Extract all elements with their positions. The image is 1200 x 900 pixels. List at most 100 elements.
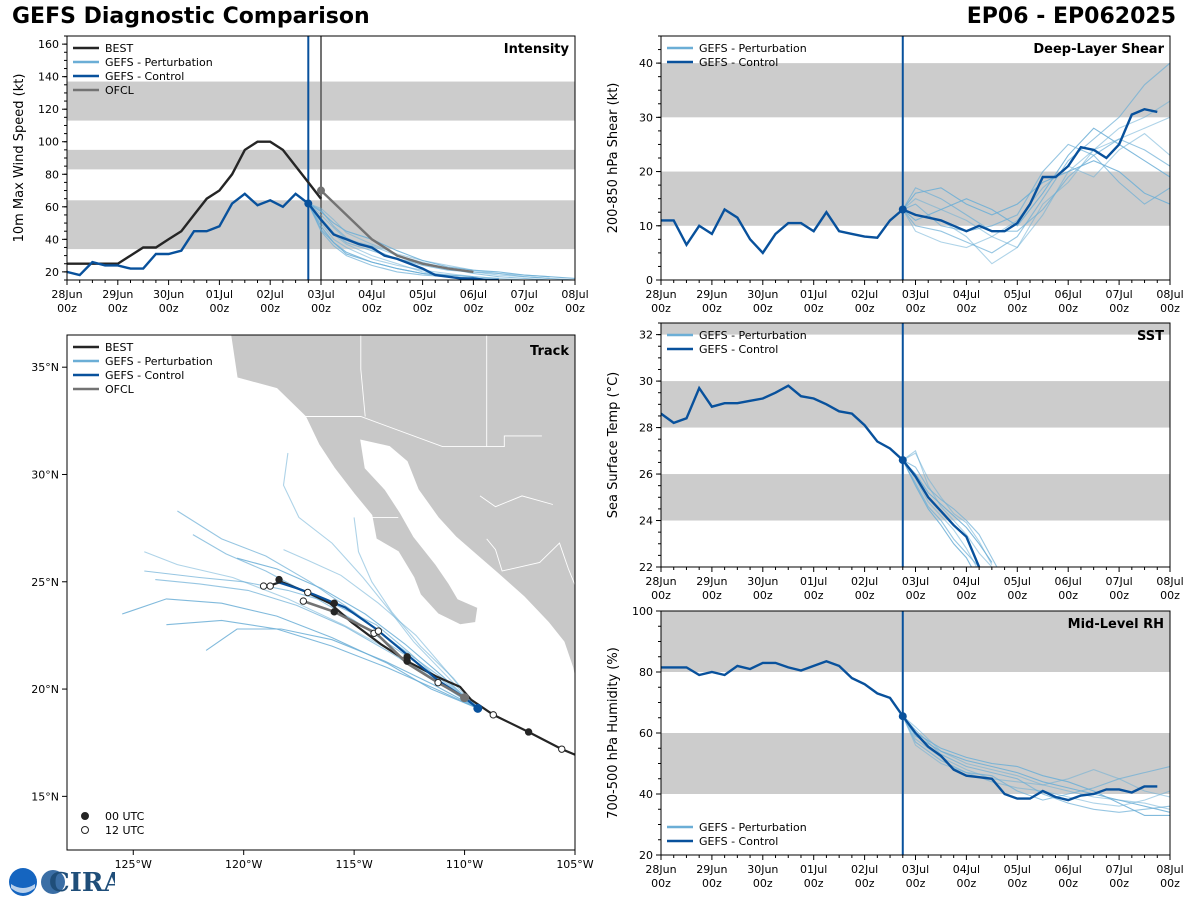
panel-title: SST — [1137, 329, 1164, 344]
x-tick-label: 28Jun — [51, 288, 82, 301]
x-tick-label: 00z — [362, 302, 382, 315]
y-tick-label: 25°N — [31, 576, 59, 589]
x-tick-label: 00z — [464, 302, 484, 315]
panel-frame — [660, 322, 1171, 568]
perturbation-line — [902, 100, 1170, 249]
y-tick-label: 120 — [38, 103, 59, 116]
x-tick-label: 00z — [413, 302, 433, 315]
x-tick-label: 110°W — [446, 858, 483, 871]
x-tick-label: 00z — [514, 302, 534, 315]
ofcl-marker — [434, 678, 442, 687]
page-title: GEFS Diagnostic Comparison — [12, 4, 370, 29]
y-tick-label: 60 — [639, 727, 653, 740]
x-tick-label: 00z — [651, 877, 671, 890]
x-tick-label: 00z — [1160, 302, 1180, 315]
x-tick-label: 00z — [210, 302, 230, 315]
y-tick-label: 30°N — [31, 468, 59, 481]
y-axis-label: 10m Max Wind Speed (kt) — [12, 74, 27, 243]
x-tick-label: 28Jun — [645, 863, 676, 876]
best-marker — [524, 728, 533, 736]
best-marker — [403, 657, 411, 665]
x-tick-label: 00z — [1109, 877, 1129, 890]
perturbation-track — [205, 628, 479, 709]
x-tick-label: 115°W — [335, 858, 372, 871]
y-axis-label: 200-850 hPa Shear (kt) — [606, 83, 621, 234]
x-tick-label: 03Jul — [902, 575, 929, 588]
x-tick-label: 30Jun — [747, 288, 778, 301]
x-tick-label: 01Jul — [800, 288, 827, 301]
x-tick-label: 01Jul — [206, 288, 233, 301]
cira-logo: CIRA — [5, 866, 115, 898]
x-tick-label: 00z — [1007, 877, 1027, 890]
x-tick-label: 29Jun — [696, 288, 727, 301]
legend-label: GEFS - Perturbation — [699, 821, 807, 834]
threshold-band — [661, 611, 1170, 672]
y-tick-label: 40 — [45, 233, 59, 246]
marker-legend-label: 12 UTC — [105, 824, 145, 837]
x-tick-label: 00z — [159, 302, 179, 315]
x-tick-label: 08Jul — [1156, 575, 1183, 588]
border-line — [305, 416, 542, 448]
best-marker — [275, 575, 283, 584]
y-tick-label: 15°N — [31, 790, 59, 803]
x-tick-label: 00z — [1160, 877, 1180, 890]
x-tick-label: 00z — [57, 302, 77, 315]
x-tick-label: 30Jun — [747, 863, 778, 876]
x-tick-label: 01Jul — [800, 575, 827, 588]
legend-label: OFCL — [105, 84, 135, 97]
perturbation-line — [902, 452, 993, 565]
x-tick-label: 00z — [108, 302, 128, 315]
ofcl-track — [302, 599, 466, 699]
perturbation-track — [166, 619, 479, 709]
legend-label: GEFS - Control — [105, 70, 184, 83]
plot-area — [661, 36, 1170, 280]
y-tick-label: 20 — [45, 266, 59, 279]
best-marker — [259, 582, 268, 590]
legend-label: GEFS - Control — [105, 369, 184, 382]
x-tick-label: 00z — [651, 589, 671, 602]
x-tick-label: 00z — [753, 302, 773, 315]
perturbation-line — [307, 203, 499, 279]
x-tick-label: 00z — [1058, 302, 1078, 315]
y-tick-label: 40 — [639, 788, 653, 801]
x-tick-label: 00z — [855, 302, 875, 315]
x-tick-label: 00z — [804, 877, 824, 890]
map-area — [122, 335, 575, 756]
legend-label: GEFS - Perturbation — [105, 355, 213, 368]
x-tick-label: 06Jul — [1055, 575, 1082, 588]
y-tick-label: 32 — [639, 329, 653, 342]
x-tick-label: 00z — [906, 877, 926, 890]
control-line — [67, 192, 499, 280]
x-tick-label: 00z — [906, 589, 926, 602]
panel-title: Deep-Layer Shear — [1033, 42, 1164, 57]
y-tick-label: 22 — [639, 561, 653, 574]
ofcl-start-marker — [460, 693, 470, 703]
panel-sst: 22242628303228Jun00z29Jun00z30Jun00z01Ju… — [606, 322, 1184, 602]
plot-area — [67, 36, 575, 280]
best-marker — [489, 711, 497, 719]
control-init-marker — [898, 205, 907, 214]
perturbation-track — [122, 598, 479, 709]
x-tick-label: 05Jul — [1004, 863, 1031, 876]
legend-label: GEFS - Control — [699, 56, 778, 69]
x-tick-label: 05Jul — [1004, 575, 1031, 588]
y-tick-label: 40 — [639, 57, 653, 70]
perturbation-line — [902, 715, 1170, 813]
x-tick-label: 03Jul — [902, 288, 929, 301]
x-tick-label: 00z — [702, 589, 722, 602]
control-init-marker — [898, 712, 907, 721]
x-tick-label: 00z — [753, 589, 773, 602]
x-tick-label: 06Jul — [460, 288, 487, 301]
control-line — [661, 107, 1158, 255]
ofcl-marker — [330, 608, 338, 616]
land-mass — [230, 335, 575, 682]
y-tick-label: 20°N — [31, 683, 59, 696]
perturbation-line — [902, 715, 1170, 807]
ofcl-marker — [299, 597, 308, 605]
x-tick-label: 07Jul — [1105, 288, 1132, 301]
y-axis-label: 700-500 hPa Humidity (%) — [606, 647, 621, 819]
x-tick-label: 00z — [565, 302, 585, 315]
x-tick-label: 04Jul — [358, 288, 385, 301]
x-tick-label: 00z — [702, 877, 722, 890]
x-tick-label: 05Jul — [409, 288, 436, 301]
